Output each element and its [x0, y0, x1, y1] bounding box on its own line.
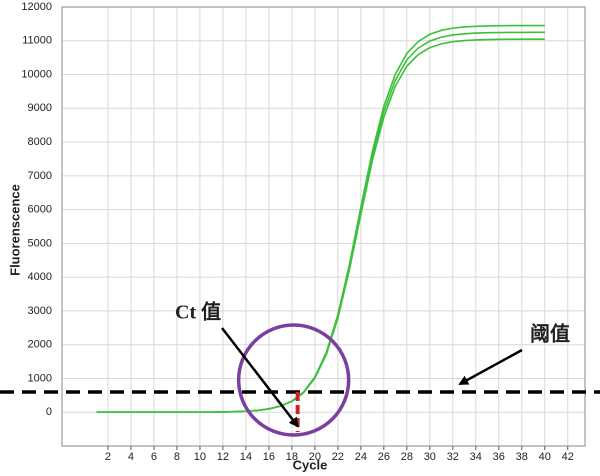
x-tick-label: 8 — [174, 451, 180, 463]
x-tick-label: 30 — [424, 451, 436, 463]
y-tick-label: 0 — [46, 406, 52, 418]
x-tick-label: 6 — [151, 451, 157, 463]
plot-frame — [61, 6, 586, 447]
ct-circle — [236, 323, 351, 437]
x-tick-label: 24 — [355, 451, 367, 463]
y-tick-label: 7000 — [28, 170, 52, 182]
threshold-arrow — [458, 348, 523, 386]
amplification-curve — [96, 31, 545, 414]
ct-label: Ct 值 — [175, 300, 221, 324]
y-tick-label: 11000 — [22, 35, 52, 47]
x-tick-label: 4 — [128, 451, 134, 463]
x-tick-label: 10 — [194, 451, 206, 463]
x-tick-label: 2 — [105, 451, 111, 463]
y-tick-label: 8000 — [28, 136, 52, 148]
y-tick-label: 2000 — [28, 339, 52, 351]
amplification-curve — [96, 38, 545, 414]
x-tick-label: 36 — [493, 451, 505, 463]
y-tick-label: 6000 — [28, 204, 52, 216]
amplification-curve — [96, 24, 545, 414]
x-tick-label: 12 — [217, 451, 229, 463]
y-tick-label: 9000 — [28, 102, 52, 114]
threshold-label: 阈值 — [530, 321, 570, 345]
y-tick-label: 4000 — [28, 271, 52, 283]
x-tick-label: 22 — [332, 451, 344, 463]
ct-arrow — [221, 327, 299, 428]
x-tick-label: 14 — [240, 451, 252, 463]
y-axis-label: Fluorenscence — [7, 184, 22, 276]
x-axis-label: Cycle — [293, 457, 328, 472]
x-tick-label: 26 — [378, 451, 390, 463]
y-tick-label: 1000 — [28, 372, 52, 384]
x-tick-label: 34 — [470, 451, 482, 463]
y-tick-label: 10000 — [21, 68, 52, 80]
x-tick-label: 18 — [286, 451, 298, 463]
x-tick-label: 20 — [309, 451, 321, 463]
x-tick-label: 16 — [263, 451, 275, 463]
x-tick-label: 38 — [516, 451, 528, 463]
y-tick-label: 3000 — [28, 305, 52, 317]
y-tick-label: 5000 — [28, 237, 52, 249]
x-tick-label: 42 — [562, 451, 574, 463]
x-tick-label: 32 — [447, 451, 459, 463]
y-tick-label: 12000 — [21, 1, 52, 13]
x-tick-label: 40 — [539, 451, 551, 463]
x-tick-label: 28 — [401, 451, 413, 463]
